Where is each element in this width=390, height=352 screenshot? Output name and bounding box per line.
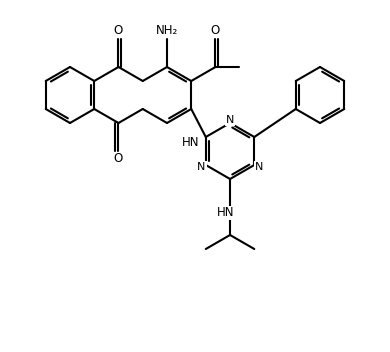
Text: HN: HN	[182, 137, 200, 150]
Text: NH₂: NH₂	[156, 25, 178, 38]
Text: O: O	[114, 25, 123, 38]
Text: O: O	[114, 152, 123, 165]
Text: N: N	[254, 162, 263, 171]
Text: N: N	[197, 162, 206, 171]
Text: N: N	[226, 115, 234, 125]
Text: HN: HN	[217, 207, 235, 220]
Text: O: O	[211, 25, 220, 38]
